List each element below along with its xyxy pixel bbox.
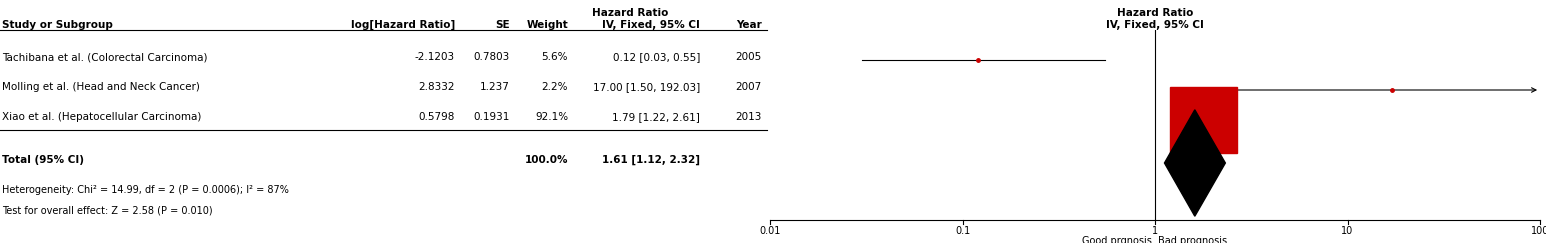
Text: Test for overall effect: Z = 2.58 (P = 0.010): Test for overall effect: Z = 2.58 (P = 0… — [2, 205, 213, 215]
Text: Heterogeneity: Chi² = 14.99, df = 2 (P = 0.0006); I² = 87%: Heterogeneity: Chi² = 14.99, df = 2 (P =… — [2, 185, 289, 195]
Text: 0.1: 0.1 — [955, 226, 971, 236]
Text: 2013: 2013 — [736, 112, 762, 122]
Text: Bad prognosis: Bad prognosis — [1158, 236, 1228, 243]
Text: -2.1203: -2.1203 — [414, 52, 455, 62]
Text: Total (95% CI): Total (95% CI) — [2, 155, 83, 165]
Text: IV, Fixed, 95% CI: IV, Fixed, 95% CI — [1105, 20, 1204, 30]
Text: Hazard Ratio: Hazard Ratio — [592, 8, 668, 18]
Text: 10: 10 — [1342, 226, 1354, 236]
Text: IV, Fixed, 95% CI: IV, Fixed, 95% CI — [601, 20, 700, 30]
Text: Year: Year — [736, 20, 762, 30]
Text: Weight: Weight — [526, 20, 567, 30]
Text: 2.8332: 2.8332 — [419, 82, 455, 92]
Text: Xiao et al. (Hepatocellular Carcinoma): Xiao et al. (Hepatocellular Carcinoma) — [2, 112, 201, 122]
Text: SE: SE — [495, 20, 510, 30]
Text: Hazard Ratio: Hazard Ratio — [1116, 8, 1194, 18]
Text: 2007: 2007 — [736, 82, 762, 92]
Text: Tachibana et al. (Colorectal Carcinoma): Tachibana et al. (Colorectal Carcinoma) — [2, 52, 207, 62]
Text: log[Hazard Ratio]: log[Hazard Ratio] — [351, 20, 455, 30]
Text: 1: 1 — [1152, 226, 1158, 236]
Text: Good prgnosis: Good prgnosis — [1082, 236, 1152, 243]
Text: 2005: 2005 — [736, 52, 762, 62]
Text: 0.01: 0.01 — [759, 226, 781, 236]
Text: 0.7803: 0.7803 — [473, 52, 510, 62]
Text: 2.2%: 2.2% — [541, 82, 567, 92]
Polygon shape — [1164, 110, 1226, 216]
Text: 17.00 [1.50, 192.03]: 17.00 [1.50, 192.03] — [592, 82, 700, 92]
Text: 1.61 [1.12, 2.32]: 1.61 [1.12, 2.32] — [601, 155, 700, 165]
Text: Study or Subgroup: Study or Subgroup — [2, 20, 113, 30]
Bar — [1170, 87, 1237, 153]
Text: 5.6%: 5.6% — [541, 52, 567, 62]
Text: 92.1%: 92.1% — [535, 112, 567, 122]
Text: Molling et al. (Head and Neck Cancer): Molling et al. (Head and Neck Cancer) — [2, 82, 199, 92]
Text: 100.0%: 100.0% — [524, 155, 567, 165]
Text: 1.79 [1.22, 2.61]: 1.79 [1.22, 2.61] — [612, 112, 700, 122]
Text: 0.1931: 0.1931 — [473, 112, 510, 122]
Text: 0.12 [0.03, 0.55]: 0.12 [0.03, 0.55] — [612, 52, 700, 62]
Text: 100: 100 — [1531, 226, 1546, 236]
Text: 1.237: 1.237 — [481, 82, 510, 92]
Text: 0.5798: 0.5798 — [419, 112, 455, 122]
